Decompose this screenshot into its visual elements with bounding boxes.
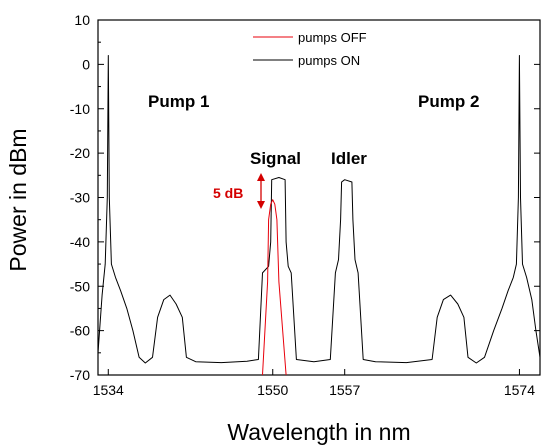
annotation-signal: Signal xyxy=(250,149,301,168)
annotation-pump-2: Pump 2 xyxy=(418,92,479,111)
y-tick-label: -30 xyxy=(70,190,90,206)
y-tick-label: 10 xyxy=(74,12,90,28)
y-axis: 10 0 -10 -20 -30 -40 -50 -60 -70 xyxy=(70,12,540,383)
y-tick-label: -20 xyxy=(70,145,90,161)
legend-label-pumps-off: pumps OFF xyxy=(298,30,367,45)
plot-frame xyxy=(97,19,541,376)
series-line-pumps-on xyxy=(97,55,541,364)
series-line-pumps-off xyxy=(262,199,287,376)
y-axis-title: Power in dBm xyxy=(5,128,31,271)
x-tick-label: 1574 xyxy=(504,382,535,398)
y-tick-label: -40 xyxy=(70,234,90,250)
gain-arrow xyxy=(257,173,265,209)
y-tick-label: -70 xyxy=(70,367,90,383)
y-tick-label: -50 xyxy=(70,278,90,294)
annotation-idler: Idler xyxy=(331,149,367,168)
legend: pumps OFF pumps ON xyxy=(253,30,367,68)
x-tick-label: 1534 xyxy=(93,382,124,398)
y-tick-label: -10 xyxy=(70,101,90,117)
annotation-gain: 5 dB xyxy=(213,185,243,201)
x-axis-title: Wavelength in nm xyxy=(227,419,410,445)
series-layer xyxy=(97,55,541,376)
annotation-pump-1: Pump 1 xyxy=(148,92,209,111)
y-tick-label: 0 xyxy=(82,56,90,72)
y-tick-label: -60 xyxy=(70,323,90,339)
x-tick-label: 1557 xyxy=(329,382,360,398)
x-tick-label: 1550 xyxy=(257,382,288,398)
legend-label-pumps-on: pumps ON xyxy=(298,53,360,68)
x-axis: 1534 1550 1557 1574 xyxy=(93,369,535,398)
